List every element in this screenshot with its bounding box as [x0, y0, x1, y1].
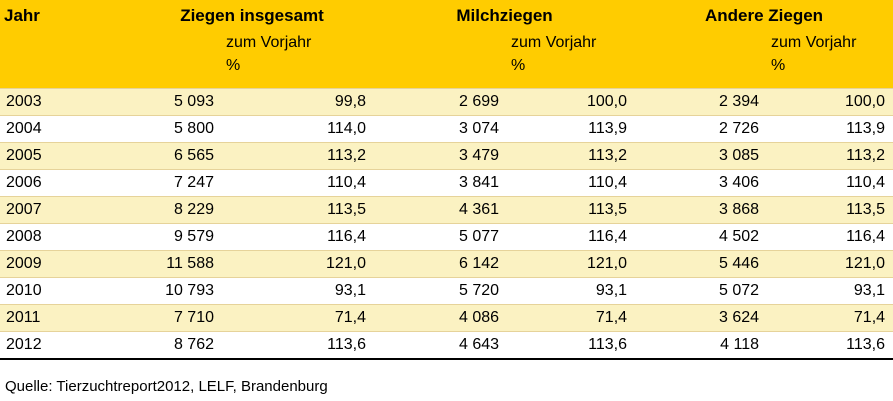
cell-dairy-pct: 100,0 — [507, 88, 636, 116]
table-row: 2012 8 762 113,6 4 643 113,6 4 118 113,6 — [0, 331, 893, 360]
cell-other: 3 406 — [635, 169, 768, 197]
subheader-unit-3: % — [767, 55, 893, 89]
cell-other-pct: 113,6 — [767, 331, 893, 360]
cell-other-pct: 113,2 — [767, 142, 893, 170]
cell-year: 2004 — [0, 115, 130, 143]
table-header: Jahr Ziegen insgesamt Milchziegen Andere… — [0, 0, 893, 89]
cell-other: 3 085 — [635, 142, 768, 170]
cell-dairy: 6 142 — [374, 250, 508, 278]
cell-total: 7 710 — [130, 304, 222, 332]
table-row: 2005 6 565 113,2 3 479 113,2 3 085 113,2 — [0, 142, 893, 170]
cell-other: 2 394 — [635, 88, 768, 116]
table-row: 2011 7 710 71,4 4 086 71,4 3 624 71,4 — [0, 304, 893, 332]
cell-dairy-pct: 93,1 — [507, 277, 636, 305]
cell-total: 10 793 — [130, 277, 222, 305]
source-note: Quelle: Tierzuchtreport2012, LELF, Brand… — [5, 378, 328, 395]
cell-dairy: 5 720 — [374, 277, 508, 305]
table-row: 2010 10 793 93,1 5 720 93,1 5 072 93,1 — [0, 277, 893, 305]
table-row: 2009 11 588 121,0 6 142 121,0 5 446 121,0 — [0, 250, 893, 278]
cell-other: 3 868 — [635, 196, 768, 224]
cell-dairy: 5 077 — [374, 223, 508, 251]
cell-dairy-pct: 116,4 — [507, 223, 636, 251]
cell-dairy-pct: 113,2 — [507, 142, 636, 170]
cell-dairy: 4 086 — [374, 304, 508, 332]
cell-total: 5 093 — [130, 88, 222, 116]
cell-total: 8 762 — [130, 331, 222, 360]
cell-total-pct: 110,4 — [222, 169, 375, 197]
cell-total-pct: 113,5 — [222, 196, 375, 224]
cell-total: 9 579 — [130, 223, 222, 251]
cell-other-pct: 100,0 — [767, 88, 893, 116]
cell-total-pct: 116,4 — [222, 223, 375, 251]
table-row: 2003 5 093 99,8 2 699 100,0 2 394 100,0 — [0, 88, 893, 116]
cell-dairy: 4 361 — [374, 196, 508, 224]
subheader-unit-2: % — [507, 55, 636, 89]
cell-year: 2008 — [0, 223, 130, 251]
cell-dairy-pct: 110,4 — [507, 169, 636, 197]
cell-other-pct: 71,4 — [767, 304, 893, 332]
cell-total: 11 588 — [130, 250, 222, 278]
cell-other-pct: 113,9 — [767, 115, 893, 143]
cell-total: 5 800 — [130, 115, 222, 143]
header-dairy-goats: Milchziegen — [374, 0, 636, 31]
cell-year: 2005 — [0, 142, 130, 170]
cell-dairy-pct: 113,5 — [507, 196, 636, 224]
cell-total-pct: 113,2 — [222, 142, 375, 170]
header-year: Jahr — [0, 0, 130, 31]
cell-year: 2006 — [0, 169, 130, 197]
cell-other: 4 118 — [635, 331, 768, 360]
subheader-unit-1: % — [222, 55, 375, 89]
cell-other: 2 726 — [635, 115, 768, 143]
cell-total-pct: 93,1 — [222, 277, 375, 305]
cell-dairy: 2 699 — [374, 88, 508, 116]
cell-total-pct: 114,0 — [222, 115, 375, 143]
cell-dairy-pct: 71,4 — [507, 304, 636, 332]
cell-year: 2011 — [0, 304, 130, 332]
cell-year: 2009 — [0, 250, 130, 278]
table-row: 2008 9 579 116,4 5 077 116,4 4 502 116,4 — [0, 223, 893, 251]
header-goats-total: Ziegen insgesamt — [130, 0, 375, 31]
cell-dairy-pct: 113,9 — [507, 115, 636, 143]
cell-other: 3 624 — [635, 304, 768, 332]
cell-total-pct: 121,0 — [222, 250, 375, 278]
table-body: 2003 5 093 99,8 2 699 100,0 2 394 100,0 2004 5 8… — [0, 88, 893, 360]
cell-dairy: 3 841 — [374, 169, 508, 197]
subheader-prev-year-1: zum Vorjahr — [222, 31, 375, 55]
cell-other-pct: 116,4 — [767, 223, 893, 251]
cell-dairy-pct: 121,0 — [507, 250, 636, 278]
cell-total-pct: 71,4 — [222, 304, 375, 332]
cell-other-pct: 110,4 — [767, 169, 893, 197]
cell-total-pct: 113,6 — [222, 331, 375, 360]
cell-other-pct: 93,1 — [767, 277, 893, 305]
cell-other: 4 502 — [635, 223, 768, 251]
table-row: 2007 8 229 113,5 4 361 113,5 3 868 113,5 — [0, 196, 893, 224]
table-row: 2004 5 800 114,0 3 074 113,9 2 726 113,9 — [0, 115, 893, 143]
cell-total-pct: 99,8 — [222, 88, 375, 116]
cell-other-pct: 121,0 — [767, 250, 893, 278]
cell-dairy: 3 074 — [374, 115, 508, 143]
cell-other: 5 446 — [635, 250, 768, 278]
cell-dairy: 4 643 — [374, 331, 508, 360]
cell-dairy: 3 479 — [374, 142, 508, 170]
cell-dairy-pct: 113,6 — [507, 331, 636, 360]
cell-year: 2003 — [0, 88, 130, 116]
cell-other: 5 072 — [635, 277, 768, 305]
cell-other-pct: 113,5 — [767, 196, 893, 224]
goat-statistics-table: Jahr Ziegen insgesamt Milchziegen Andere… — [0, 0, 893, 360]
header-other-goats: Andere Ziegen — [635, 0, 893, 31]
cell-total: 8 229 — [130, 196, 222, 224]
cell-year: 2007 — [0, 196, 130, 224]
subheader-prev-year-2: zum Vorjahr — [507, 31, 636, 55]
cell-year: 2010 — [0, 277, 130, 305]
table-row: 2006 7 247 110,4 3 841 110,4 3 406 110,4 — [0, 169, 893, 197]
cell-year: 2012 — [0, 331, 130, 360]
cell-total: 7 247 — [130, 169, 222, 197]
cell-total: 6 565 — [130, 142, 222, 170]
subheader-prev-year-3: zum Vorjahr — [767, 31, 893, 55]
